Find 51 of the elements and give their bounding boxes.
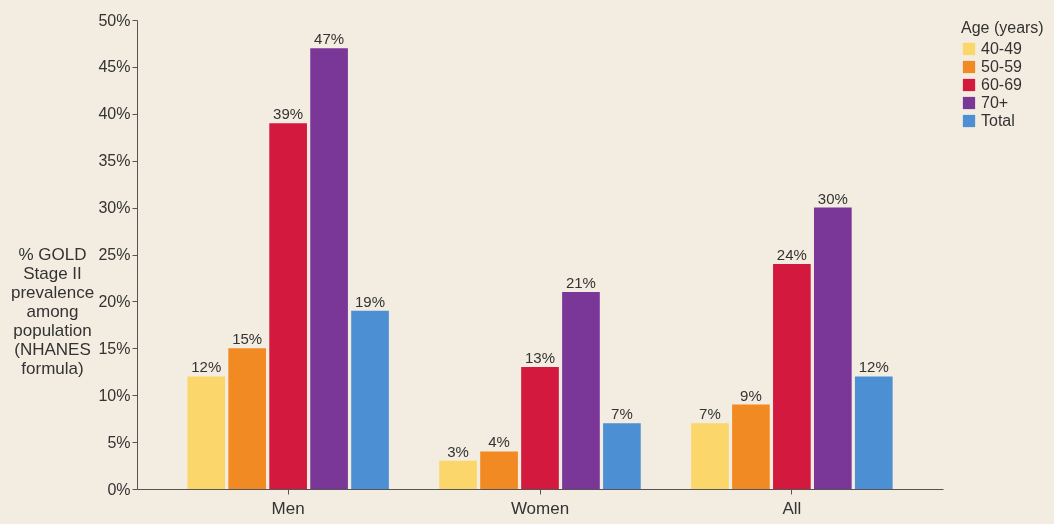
y-tick-label: 25% bbox=[98, 246, 131, 263]
y-tick-label: 30% bbox=[98, 199, 131, 217]
x-tick-label: Men bbox=[271, 498, 305, 518]
bar bbox=[603, 423, 641, 489]
data-label: 47% bbox=[314, 30, 345, 48]
bar bbox=[691, 423, 729, 489]
data-label: 15% bbox=[232, 330, 263, 348]
bar bbox=[310, 48, 348, 489]
bar bbox=[351, 310, 389, 489]
bar bbox=[228, 348, 267, 489]
y-tick-label: 10% bbox=[98, 386, 131, 404]
data-label: 9% bbox=[740, 386, 762, 404]
data-label: 12% bbox=[191, 358, 222, 376]
legend-label: 70+ bbox=[981, 94, 1009, 111]
legend-label: Total bbox=[981, 112, 1015, 129]
y-tick-label: 40% bbox=[98, 105, 131, 123]
legend-label: 40-49 bbox=[981, 40, 1023, 57]
bar bbox=[562, 292, 600, 489]
y-tick-label: 5% bbox=[107, 433, 131, 451]
legend-label: 60-69 bbox=[981, 76, 1023, 93]
y-tick-label: 45% bbox=[98, 58, 131, 76]
bar bbox=[773, 263, 811, 489]
y-tick-label: 0% bbox=[107, 480, 131, 498]
y-tick-label: 50% bbox=[98, 11, 131, 29]
data-label: 30% bbox=[817, 189, 848, 207]
legend-title: Age (years) bbox=[961, 19, 1044, 36]
data-label: 39% bbox=[273, 105, 304, 123]
y-tick-label: 15% bbox=[98, 339, 131, 357]
bar bbox=[732, 404, 770, 489]
data-label: 7% bbox=[611, 405, 633, 423]
y-tick-label: 20% bbox=[98, 292, 131, 310]
bar bbox=[854, 376, 893, 489]
data-label: 24% bbox=[776, 245, 807, 263]
data-label: 19% bbox=[355, 292, 386, 310]
bar bbox=[187, 376, 226, 489]
data-label: 13% bbox=[524, 349, 556, 367]
bar bbox=[269, 123, 307, 489]
bar bbox=[480, 451, 518, 489]
y-axis-title: % GOLD Stage II prevalence among population (NHANES formula) bbox=[10, 245, 95, 378]
y-tick-label: 35% bbox=[98, 152, 131, 170]
data-label: 4% bbox=[488, 433, 510, 451]
x-tick-label: All bbox=[782, 498, 802, 518]
bar bbox=[439, 460, 477, 489]
bar bbox=[521, 367, 559, 489]
data-label: 3% bbox=[447, 442, 469, 460]
data-label: 12% bbox=[858, 358, 889, 376]
data-label: 7% bbox=[699, 405, 721, 423]
x-tick-label: Women bbox=[510, 498, 570, 518]
bar bbox=[813, 207, 852, 489]
data-label: 21% bbox=[565, 274, 596, 292]
legend-label: 50-59 bbox=[981, 58, 1023, 75]
